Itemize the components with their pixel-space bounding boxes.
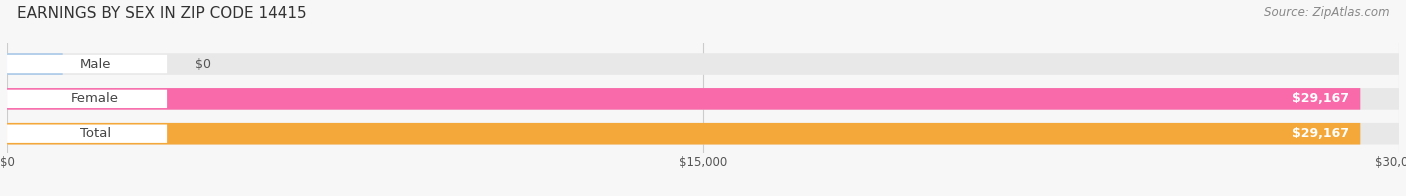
Text: Male: Male [79, 58, 111, 71]
Text: $29,167: $29,167 [1292, 127, 1350, 140]
FancyBboxPatch shape [7, 53, 63, 75]
Text: $29,167: $29,167 [1292, 92, 1350, 105]
FancyBboxPatch shape [7, 53, 1399, 75]
FancyBboxPatch shape [7, 90, 167, 108]
Text: Female: Female [72, 92, 120, 105]
Text: $0: $0 [195, 58, 211, 71]
FancyBboxPatch shape [7, 124, 167, 143]
FancyBboxPatch shape [7, 123, 1399, 144]
Text: Source: ZipAtlas.com: Source: ZipAtlas.com [1264, 6, 1389, 19]
FancyBboxPatch shape [7, 123, 1361, 144]
FancyBboxPatch shape [7, 88, 1361, 110]
Text: EARNINGS BY SEX IN ZIP CODE 14415: EARNINGS BY SEX IN ZIP CODE 14415 [17, 6, 307, 21]
Text: Total: Total [80, 127, 111, 140]
FancyBboxPatch shape [7, 88, 1399, 110]
FancyBboxPatch shape [7, 55, 167, 73]
